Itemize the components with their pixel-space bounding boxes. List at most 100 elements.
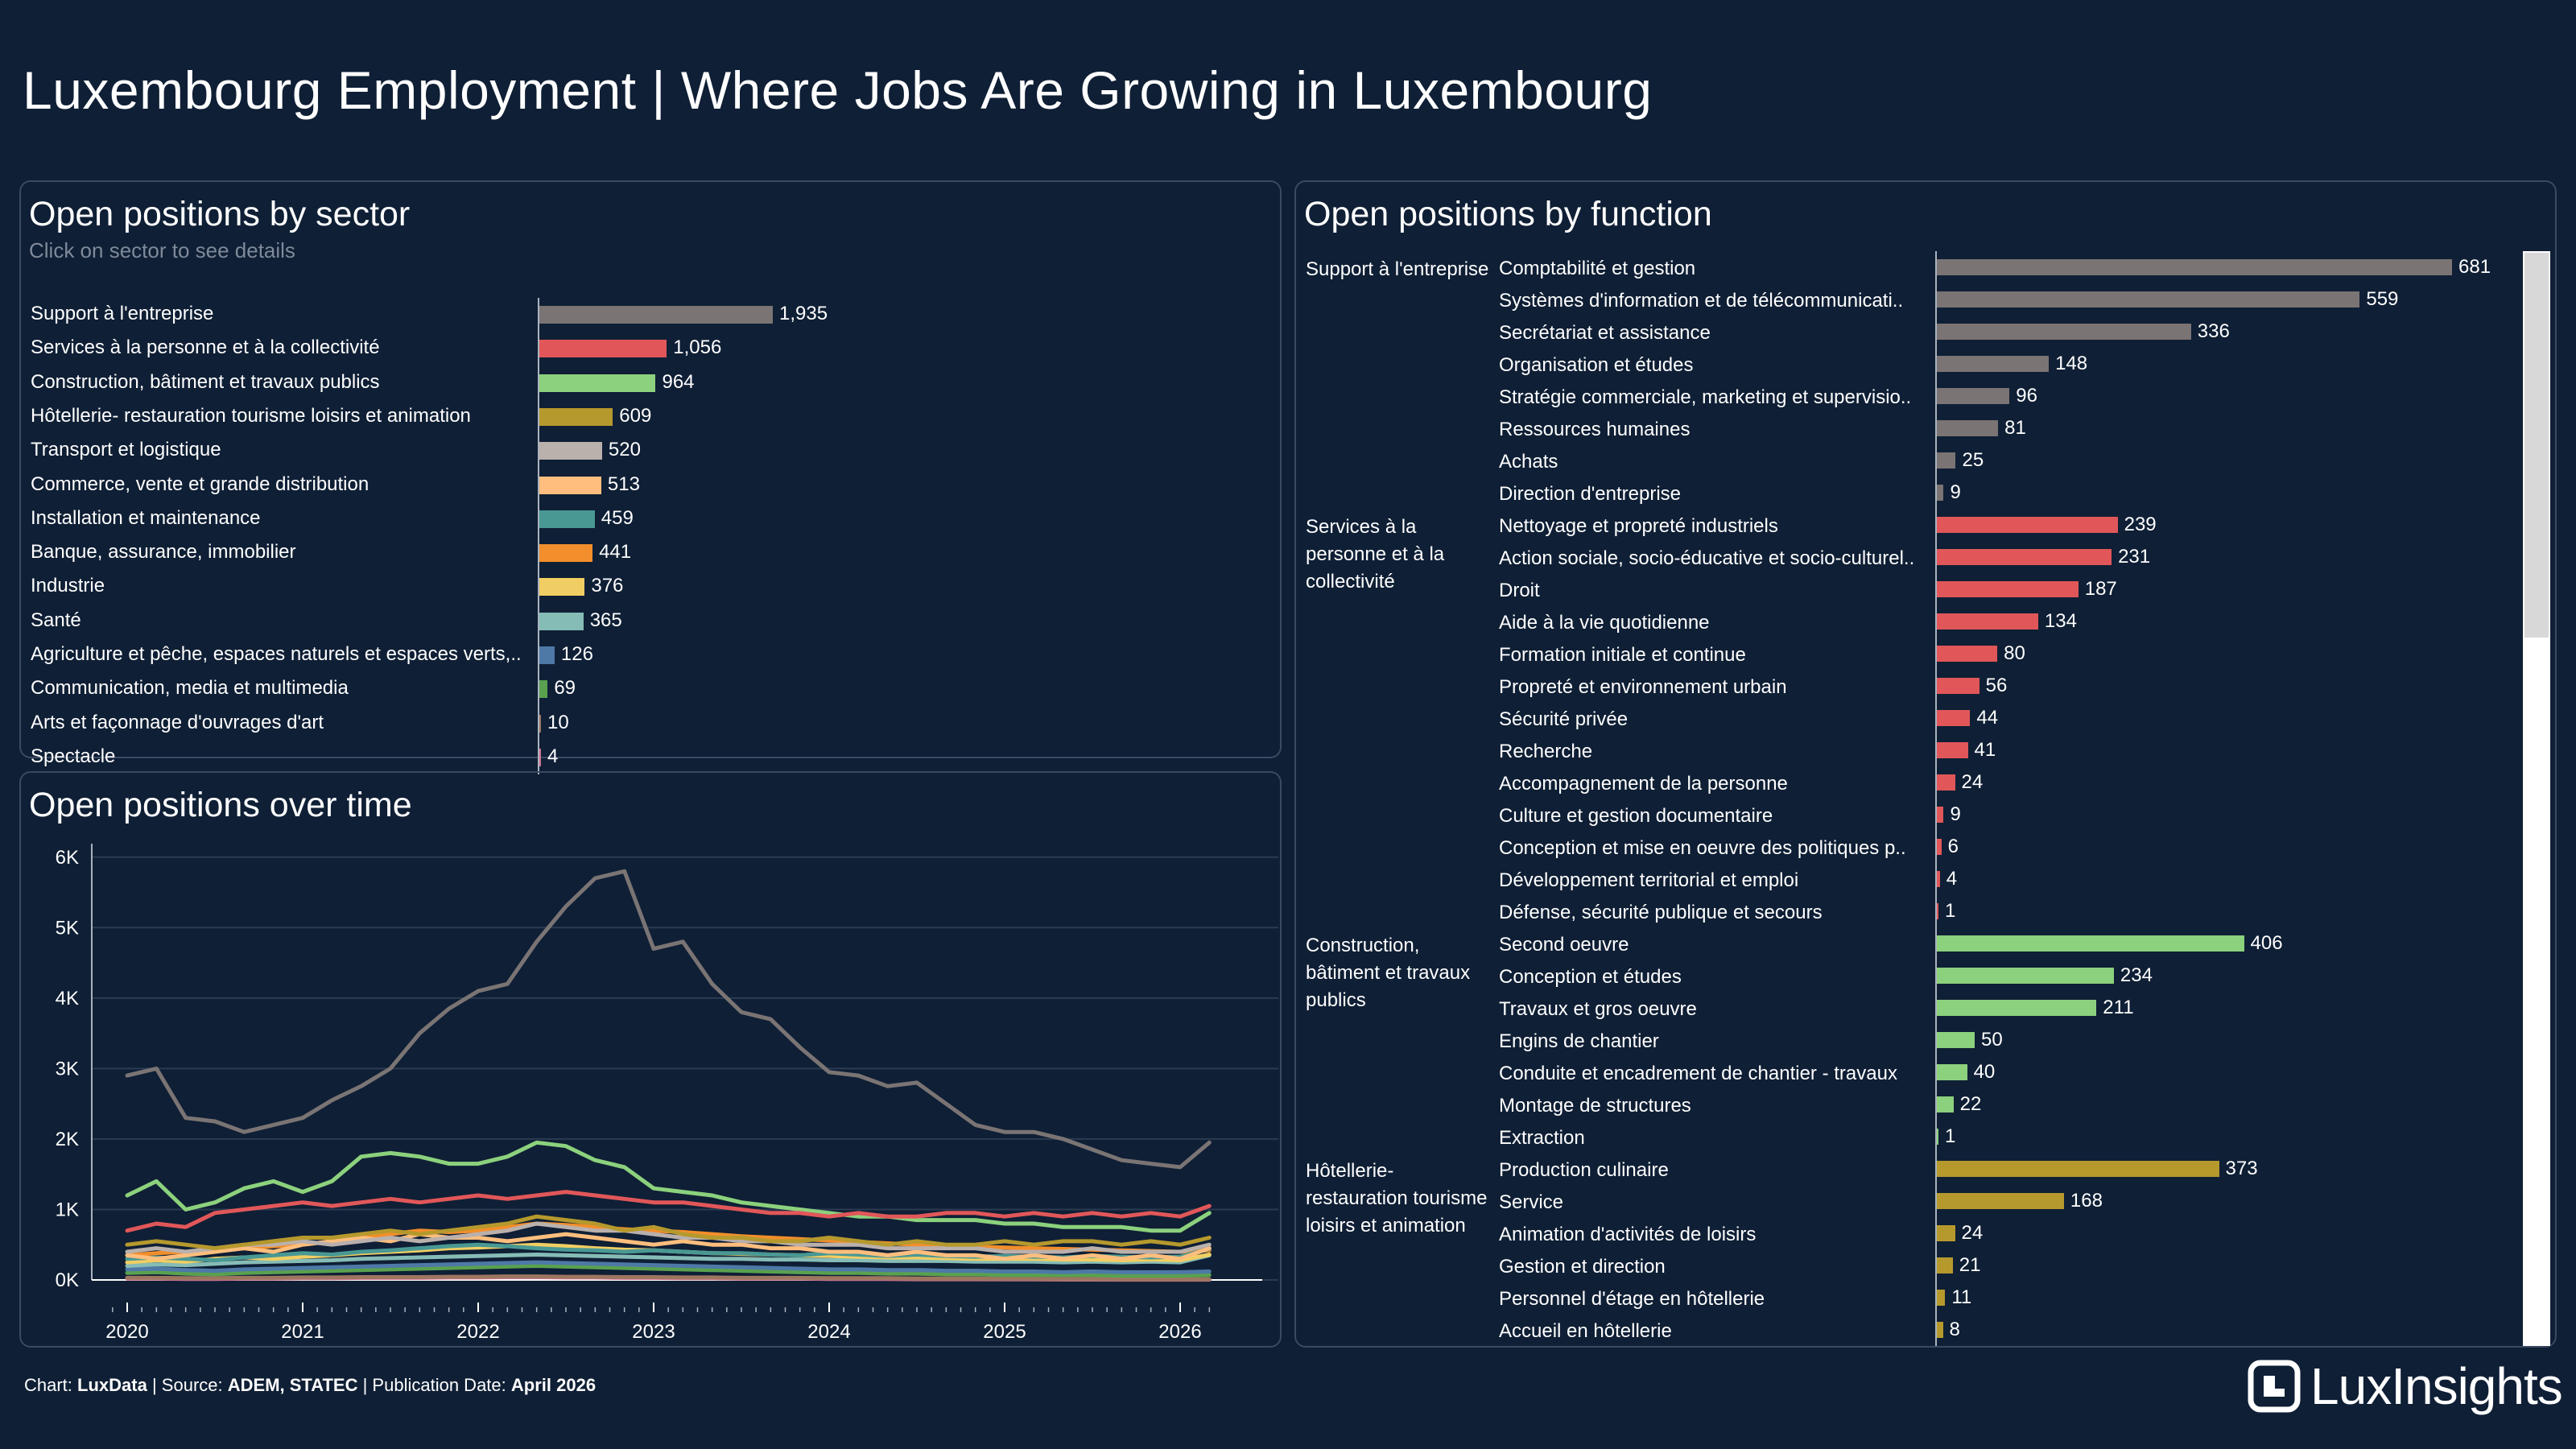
function-bar[interactable] <box>1937 388 2010 404</box>
function-bar[interactable] <box>1937 259 2452 275</box>
sector-bar[interactable] <box>539 714 541 733</box>
function-label[interactable]: Nettoyage et propreté industriels <box>1499 515 1778 537</box>
function-bar[interactable] <box>1937 1000 2097 1016</box>
function-bar[interactable] <box>1937 839 1942 855</box>
function-bar[interactable] <box>1937 1064 1967 1080</box>
function-bar[interactable] <box>1937 517 2118 533</box>
sector-bar[interactable] <box>539 748 541 766</box>
function-bar[interactable] <box>1937 678 1979 694</box>
sector-label[interactable]: Communication, media et multimedia <box>31 677 349 700</box>
sector-bar[interactable] <box>539 340 667 358</box>
function-label[interactable]: Animation d'activités de loisirs <box>1499 1224 1757 1245</box>
sector-label[interactable]: Support à l'entreprise <box>31 303 214 324</box>
function-bar[interactable] <box>1937 356 2050 372</box>
function-label[interactable]: Droit <box>1499 580 1540 601</box>
function-bar[interactable] <box>1937 774 1955 791</box>
function-bar[interactable] <box>1937 935 2244 952</box>
function-bar[interactable] <box>1937 1129 1938 1145</box>
function-label[interactable]: Action sociale, socio-éducative et socio… <box>1499 547 1915 569</box>
sector-label[interactable]: Banque, assurance, immobilier <box>31 541 296 564</box>
function-label[interactable]: Secrétariat et assistance <box>1499 322 1711 344</box>
function-bar[interactable] <box>1937 613 2038 630</box>
function-bar[interactable] <box>1937 710 1971 726</box>
function-label[interactable]: Culture et gestion documentaire <box>1499 805 1773 827</box>
function-label[interactable]: Conception et mise en oeuvre des politiq… <box>1499 837 1906 859</box>
function-bar[interactable] <box>1937 581 2079 597</box>
function-bar[interactable] <box>1937 324 2191 340</box>
function-label[interactable]: Second oeuvre <box>1499 934 1629 956</box>
function-label[interactable]: Extraction <box>1499 1127 1585 1149</box>
function-label[interactable]: Travaux et gros oeuvre <box>1499 998 1697 1020</box>
sector-bar[interactable] <box>539 544 593 563</box>
function-label[interactable]: Aide à la vie quotidienne <box>1499 612 1710 634</box>
sector-bar[interactable] <box>539 680 548 699</box>
function-bar[interactable] <box>1937 1161 2219 1177</box>
sector-label[interactable]: Commerce, vente et grande distribution <box>31 473 369 495</box>
sector-label[interactable]: Construction, bâtiment et travaux public… <box>31 370 380 393</box>
function-label[interactable]: Accueil en hôtellerie <box>1499 1320 1672 1342</box>
function-label[interactable]: Conduite et encadrement de chantier - tr… <box>1499 1063 1897 1084</box>
function-label[interactable]: Propreté et environnement urbain <box>1499 676 1787 698</box>
function-bar[interactable] <box>1937 968 2114 984</box>
function-bar[interactable] <box>1937 1193 2064 1209</box>
function-bar[interactable] <box>1937 1096 1954 1113</box>
function-bar[interactable] <box>1937 452 1956 469</box>
sector-label[interactable]: Services à la personne et à la collectiv… <box>31 336 380 359</box>
function-label[interactable]: Gestion et direction <box>1499 1256 1666 1278</box>
function-bar[interactable] <box>1937 549 2112 565</box>
sector-bar-chart[interactable]: Support à l'entreprise 1,935 Services à la… <box>21 182 1280 774</box>
function-label[interactable]: Stratégie commerciale, marketing et supe… <box>1499 386 1912 408</box>
sector-label[interactable]: Installation et maintenance <box>31 506 261 529</box>
function-bar-chart[interactable]: Support à l'entreprise Comptabilité et ge… <box>1296 182 2555 1346</box>
sector-bar[interactable] <box>539 578 585 597</box>
sector-bar[interactable] <box>539 646 555 664</box>
function-bar[interactable] <box>1937 1257 1953 1274</box>
sector-label[interactable]: Hôtellerie- restauration tourisme loisir… <box>31 404 471 427</box>
sector-label[interactable]: Arts et façonnage d'ouvrages d'art <box>31 711 324 733</box>
function-label[interactable]: Sécurité privée <box>1499 708 1629 730</box>
function-label[interactable]: Production culinaire <box>1499 1159 1669 1181</box>
function-label[interactable]: Conception et études <box>1499 966 1682 988</box>
function-label[interactable]: Accompagnement de la personne <box>1499 773 1788 795</box>
sector-bar[interactable] <box>539 374 656 392</box>
function-bar[interactable] <box>1937 646 1998 662</box>
sector-label[interactable]: Industrie <box>31 575 105 597</box>
function-bar[interactable] <box>1937 291 2360 308</box>
function-bar[interactable] <box>1937 903 1938 919</box>
function-bar[interactable] <box>1937 420 1999 436</box>
function-label[interactable]: Recherche <box>1499 741 1593 762</box>
function-label[interactable]: Personnel d'étage en hôtellerie <box>1499 1288 1765 1310</box>
sector-bar[interactable] <box>539 612 584 630</box>
function-label[interactable]: Ressources humaines <box>1499 419 1690 440</box>
function-label[interactable]: Montage de structures <box>1499 1095 1691 1117</box>
function-label[interactable]: Défense, sécurité publique et secours <box>1499 902 1823 923</box>
sector-bar[interactable] <box>539 510 595 528</box>
sector-bar[interactable] <box>539 476 601 494</box>
function-label[interactable]: Développement territorial et emploi <box>1499 869 1799 891</box>
function-label[interactable]: Formation initiale et continue <box>1499 644 1746 666</box>
function-bar[interactable] <box>1937 485 1944 501</box>
sector-label[interactable]: Santé <box>31 609 81 631</box>
function-label[interactable]: Comptabilité et gestion <box>1499 258 1696 279</box>
function-bar[interactable] <box>1937 871 1940 887</box>
sector-label[interactable]: Agriculture et pêche, espaces naturels e… <box>31 643 522 665</box>
function-label[interactable]: Service <box>1499 1191 1564 1213</box>
function-label[interactable]: Direction d'entreprise <box>1499 483 1682 505</box>
sector-label[interactable]: Spectacle <box>31 745 116 767</box>
function-label[interactable]: Achats <box>1499 451 1558 473</box>
sector-bar[interactable] <box>539 442 602 460</box>
function-bar[interactable] <box>1937 1225 1955 1241</box>
sector-label[interactable]: Transport et logistique <box>31 439 221 461</box>
line-chart[interactable]: 0K 1K 2K 3K 4K 5K 6K 2020 2021 2022 2023 2024 2025 20… <box>21 773 1280 1346</box>
sector-bar[interactable] <box>539 407 613 426</box>
function-label[interactable]: Systèmes d'information et de télécommuni… <box>1499 290 1904 312</box>
function-bar[interactable] <box>1937 1032 1975 1048</box>
sector-bar[interactable] <box>539 306 773 324</box>
function-scroll-thumb[interactable] <box>2524 253 2549 638</box>
function-label[interactable]: Engins de chantier <box>1499 1030 1659 1052</box>
function-label[interactable]: Organisation et études <box>1499 354 1694 376</box>
function-bar[interactable] <box>1937 807 1944 823</box>
function-bar[interactable] <box>1937 1290 1946 1306</box>
function-bar[interactable] <box>1937 742 1968 758</box>
function-bar[interactable] <box>1937 1322 1943 1338</box>
